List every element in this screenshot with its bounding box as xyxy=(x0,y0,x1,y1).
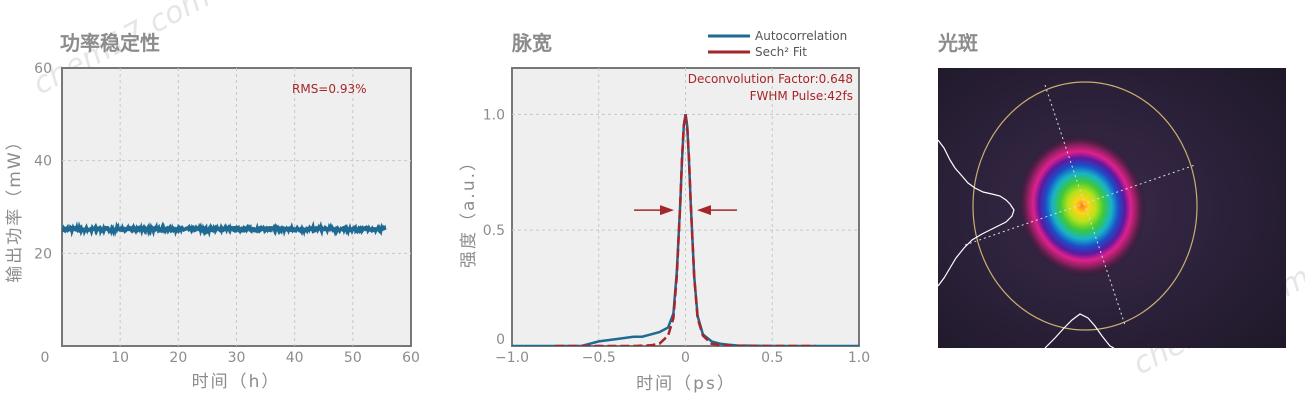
stability-xtick-label: 0 xyxy=(41,350,50,366)
pulse-xtick-label: 0.5 xyxy=(761,350,783,366)
stability-xtick-label: 40 xyxy=(286,350,304,366)
beam-image xyxy=(938,68,1286,348)
beam-major-axis xyxy=(1044,84,1126,326)
pulse-ytick-label: 0 xyxy=(496,332,505,348)
beam-profile: 光斑 xyxy=(937,31,1286,348)
stability-ytick-label: 20 xyxy=(34,246,52,262)
pulse-fwhm-annotation: FWHM Pulse:42fs xyxy=(750,89,853,103)
pulse-xtick-label: 1.0 xyxy=(848,350,870,366)
pulse-series xyxy=(512,114,859,346)
stability-xtick-label: 30 xyxy=(228,350,246,366)
stability-xtick-label: 50 xyxy=(344,350,362,366)
beam-fit-ellipse xyxy=(972,81,1198,331)
beam-vertical-profile xyxy=(938,139,1015,287)
beam-spot xyxy=(1017,134,1147,278)
stability-xtick-label: 60 xyxy=(402,350,420,366)
stability-rms-annotation: RMS=0.93% xyxy=(292,82,366,96)
pulse-xlabel: 时间（ps） xyxy=(636,374,736,394)
stability-xlabel: 时间（h） xyxy=(192,372,281,392)
pulse-chart: 脉宽 Autocorrelation Sech² Fit −1.0 −0.5 0 0.… xyxy=(459,29,870,394)
stability-power-trace xyxy=(62,220,387,238)
stability-ylabel: 输出功率（mW） xyxy=(5,131,25,282)
stability-chart: 功率稳定性 0 10 20 30 40 50 60 20 40 60 RMS=0.93% 时间（h… xyxy=(5,31,420,392)
beam-horizontal-profile xyxy=(1044,313,1115,348)
stability-tick-labels: 0 10 20 30 40 50 60 20 40 60 xyxy=(34,61,420,366)
fwhm-arrow-right-head xyxy=(696,205,711,216)
sech-fit-line xyxy=(555,114,816,346)
pulse-ytick-label: 1.0 xyxy=(483,107,505,123)
beam-title: 光斑 xyxy=(937,31,978,55)
legend-autocorrelation-label: Autocorrelation xyxy=(755,29,847,43)
pulse-grid xyxy=(512,68,859,346)
pulse-deconvolution-annotation: Deconvolution Factor:0.648 xyxy=(688,72,853,86)
pulse-fwhm-arrows xyxy=(634,205,737,216)
stability-title: 功率稳定性 xyxy=(60,31,160,55)
stability-series xyxy=(62,220,387,238)
stability-xtick-label: 10 xyxy=(111,350,129,366)
pulse-xtick-label: −0.5 xyxy=(582,350,616,366)
pulse-title: 脉宽 xyxy=(511,31,552,55)
stability-xtick-label: 20 xyxy=(169,350,187,366)
stability-ytick-label: 40 xyxy=(34,154,52,170)
fwhm-arrow-left-head xyxy=(660,205,675,216)
pulse-ylabel: 强度（a.u.） xyxy=(459,152,479,268)
pulse-ytick-label: 0.5 xyxy=(483,223,505,239)
pulse-tick-labels: −1.0 −0.5 0 0.5 1.0 0 0.5 1.0 xyxy=(483,107,870,366)
beam-minor-axis xyxy=(964,164,1196,246)
stability-ytick-label: 60 xyxy=(34,61,52,77)
pulse-xtick-label: 0 xyxy=(681,350,690,366)
stability-grid xyxy=(62,68,411,346)
pulse-legend: Autocorrelation Sech² Fit xyxy=(708,29,847,59)
pulse-xtick-label: −1.0 xyxy=(495,350,529,366)
legend-sech-fit-label: Sech² Fit xyxy=(755,45,807,59)
